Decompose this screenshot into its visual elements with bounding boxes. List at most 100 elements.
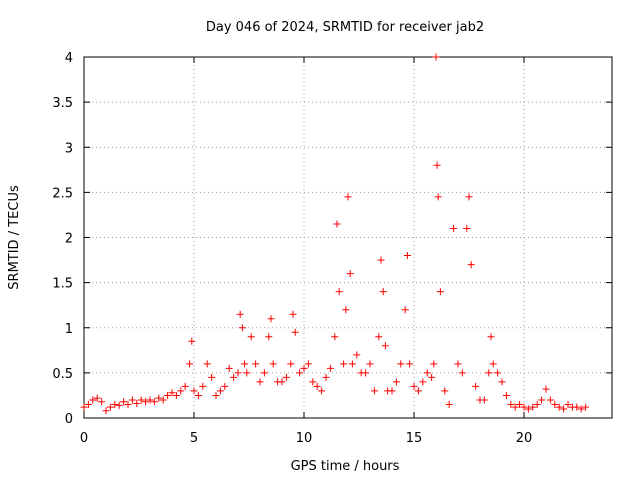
data-point xyxy=(335,288,343,296)
data-point xyxy=(80,403,88,411)
data-point xyxy=(465,193,473,201)
y-tick-label: 0.5 xyxy=(52,367,73,382)
data-point xyxy=(199,382,207,390)
data-point xyxy=(120,398,128,406)
data-point xyxy=(560,405,568,413)
data-point xyxy=(410,382,418,390)
data-points xyxy=(80,53,590,415)
data-point xyxy=(84,400,92,408)
data-point xyxy=(487,333,495,341)
data-point xyxy=(309,378,317,386)
data-point xyxy=(397,360,405,368)
y-tick-label: 3 xyxy=(65,141,73,156)
data-point xyxy=(480,396,488,404)
x-tick-label: 5 xyxy=(190,431,198,446)
x-tick-label: 10 xyxy=(296,431,313,446)
data-point xyxy=(340,360,348,368)
y-axis-label: SRMTID / TECUs xyxy=(7,185,22,290)
data-point xyxy=(111,400,119,408)
data-point xyxy=(225,364,233,372)
data-point xyxy=(296,369,304,377)
data-point xyxy=(267,315,275,323)
y-tick-label: 4 xyxy=(65,51,73,66)
data-point xyxy=(377,256,385,264)
x-tick-label: 15 xyxy=(406,431,423,446)
data-point xyxy=(529,403,537,411)
data-point xyxy=(450,224,458,232)
data-point xyxy=(181,382,189,390)
chart-title: Day 046 of 2024, SRMTID for receiver jab… xyxy=(206,20,484,35)
data-point xyxy=(381,342,389,350)
y-tick-label: 0 xyxy=(65,412,73,427)
data-point xyxy=(177,387,185,395)
data-point xyxy=(289,310,297,318)
data-point xyxy=(430,360,438,368)
data-point xyxy=(434,193,442,201)
data-point xyxy=(406,360,414,368)
data-point xyxy=(516,400,524,408)
data-point xyxy=(546,396,554,404)
data-point xyxy=(498,378,506,386)
data-point xyxy=(190,387,198,395)
data-point xyxy=(538,396,546,404)
data-point xyxy=(89,396,97,404)
data-point xyxy=(212,391,220,399)
data-point xyxy=(555,403,563,411)
data-point xyxy=(375,333,383,341)
data-point xyxy=(419,378,427,386)
data-point xyxy=(278,378,286,386)
data-point xyxy=(432,53,440,61)
data-point xyxy=(102,407,110,415)
data-point xyxy=(137,396,145,404)
data-point xyxy=(511,403,519,411)
data-point xyxy=(577,405,585,413)
data-point xyxy=(247,333,255,341)
data-point xyxy=(344,193,352,201)
data-point xyxy=(362,369,370,377)
data-point xyxy=(436,288,444,296)
data-point xyxy=(441,387,449,395)
data-point xyxy=(98,398,106,406)
data-point xyxy=(208,373,216,381)
y-tick-label: 1 xyxy=(65,322,73,337)
data-point xyxy=(164,391,172,399)
data-point xyxy=(241,360,249,368)
data-point xyxy=(445,400,453,408)
data-point xyxy=(551,400,559,408)
data-point xyxy=(230,373,238,381)
data-point xyxy=(282,373,290,381)
data-point xyxy=(252,360,260,368)
data-point xyxy=(142,398,150,406)
data-point xyxy=(188,337,196,345)
data-point xyxy=(520,403,528,411)
data-point xyxy=(216,387,224,395)
data-point xyxy=(150,398,158,406)
data-point xyxy=(133,400,141,408)
data-point xyxy=(238,324,246,332)
data-point xyxy=(353,351,361,359)
data-point xyxy=(265,333,273,341)
data-point xyxy=(467,261,475,269)
data-point xyxy=(260,369,268,377)
grid-lines xyxy=(84,57,612,418)
data-point xyxy=(463,224,471,232)
data-point xyxy=(304,360,312,368)
data-point xyxy=(428,373,436,381)
data-point xyxy=(564,400,572,408)
data-point xyxy=(115,401,123,409)
data-point xyxy=(533,400,541,408)
data-point xyxy=(326,364,334,372)
y-tick-label: 1.5 xyxy=(52,277,73,292)
data-point xyxy=(366,360,374,368)
data-point xyxy=(287,360,295,368)
data-point xyxy=(194,391,202,399)
data-point xyxy=(494,369,502,377)
data-point xyxy=(542,385,550,393)
data-point xyxy=(524,405,532,413)
data-point xyxy=(322,373,330,381)
data-point xyxy=(370,387,378,395)
data-point xyxy=(379,288,387,296)
data-point xyxy=(106,403,114,411)
data-point xyxy=(502,391,510,399)
